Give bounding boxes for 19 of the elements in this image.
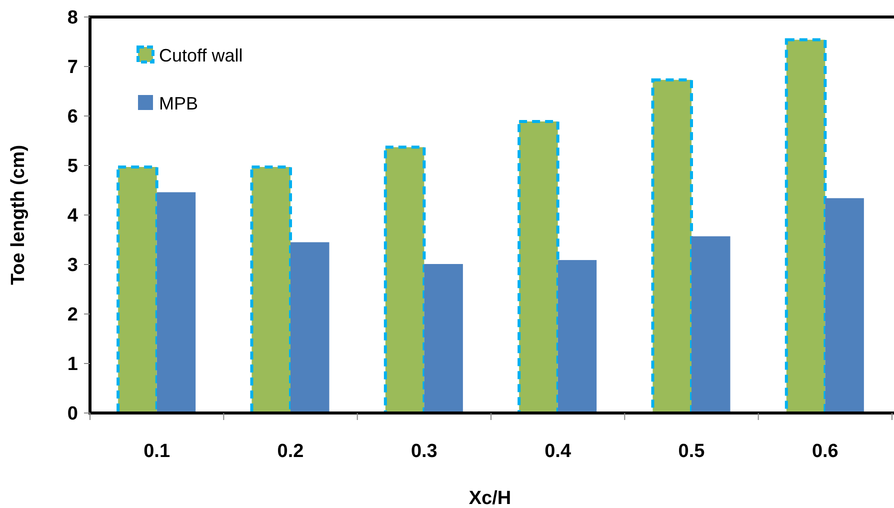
- y-tick-label: 1: [67, 354, 78, 376]
- y-tick-label: 8: [67, 8, 78, 29]
- y-tick-label: 0: [67, 404, 78, 425]
- x-tick-label: 0.3: [410, 441, 438, 462]
- x-tick-label: 0.2: [277, 441, 304, 462]
- legend-label: MPB: [159, 93, 198, 114]
- x-tick-label: 0.1: [144, 441, 170, 462]
- y-tick-label: 6: [67, 106, 78, 128]
- y-tick-label: 7: [67, 57, 78, 78]
- y-axis-title: Toe length (cm): [8, 144, 29, 286]
- y-tick-label: 3: [67, 255, 78, 276]
- x-axis-title: Xc/H: [468, 488, 512, 508]
- y-tick-label: 5: [67, 156, 78, 178]
- legend-label: Cutoff wall: [159, 45, 243, 66]
- x-tick-label: 0.4: [544, 441, 572, 462]
- y-tick-label: 2: [67, 304, 78, 326]
- x-tick-label: 0.6: [812, 441, 838, 462]
- x-tick-label: 0.5: [678, 441, 706, 462]
- y-tick-label: 4: [67, 206, 78, 227]
